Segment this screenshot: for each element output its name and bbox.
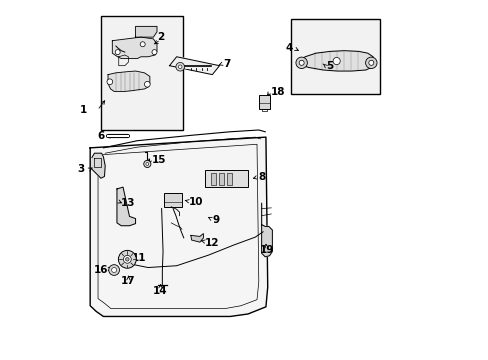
Polygon shape bbox=[92, 153, 105, 178]
Text: 10: 10 bbox=[189, 197, 203, 207]
Polygon shape bbox=[90, 137, 267, 316]
Text: 9: 9 bbox=[212, 215, 219, 225]
Circle shape bbox=[143, 160, 151, 167]
Polygon shape bbox=[169, 57, 219, 75]
Circle shape bbox=[107, 79, 112, 85]
Text: 17: 17 bbox=[121, 276, 136, 286]
Text: 12: 12 bbox=[205, 238, 219, 248]
Circle shape bbox=[125, 257, 129, 261]
Bar bbox=[258, 95, 269, 109]
Circle shape bbox=[332, 58, 340, 64]
Bar bbox=[226, 173, 232, 185]
Bar bbox=[218, 173, 224, 185]
Bar bbox=[205, 170, 247, 187]
Text: 19: 19 bbox=[259, 245, 273, 255]
Text: 18: 18 bbox=[271, 87, 285, 98]
Circle shape bbox=[178, 65, 182, 68]
Text: 16: 16 bbox=[93, 265, 108, 275]
Polygon shape bbox=[108, 71, 149, 91]
Bar bbox=[210, 173, 216, 185]
Text: 15: 15 bbox=[151, 156, 166, 165]
Bar bbox=[290, 19, 380, 94]
Text: 2: 2 bbox=[157, 32, 164, 42]
Bar bbox=[101, 16, 183, 130]
Circle shape bbox=[295, 57, 307, 68]
Bar bbox=[164, 193, 182, 207]
Circle shape bbox=[368, 60, 373, 65]
Text: 7: 7 bbox=[223, 59, 230, 69]
Text: 8: 8 bbox=[258, 172, 265, 182]
Text: 11: 11 bbox=[132, 252, 146, 262]
Circle shape bbox=[115, 50, 120, 55]
Text: 4: 4 bbox=[285, 43, 292, 53]
Circle shape bbox=[365, 57, 376, 68]
Text: 5: 5 bbox=[326, 61, 333, 71]
Text: 13: 13 bbox=[121, 198, 135, 208]
Polygon shape bbox=[112, 37, 157, 59]
Polygon shape bbox=[261, 203, 272, 257]
Polygon shape bbox=[190, 234, 203, 242]
Polygon shape bbox=[298, 51, 373, 71]
Text: 6: 6 bbox=[97, 131, 104, 141]
Polygon shape bbox=[117, 187, 135, 226]
Circle shape bbox=[140, 42, 145, 47]
Circle shape bbox=[123, 255, 131, 263]
Circle shape bbox=[176, 63, 184, 71]
Circle shape bbox=[144, 81, 150, 87]
Text: 14: 14 bbox=[153, 287, 167, 296]
Circle shape bbox=[108, 265, 119, 275]
Circle shape bbox=[118, 250, 136, 268]
Circle shape bbox=[152, 50, 157, 55]
Polygon shape bbox=[135, 26, 157, 37]
Text: 3: 3 bbox=[77, 164, 84, 174]
Text: 1: 1 bbox=[80, 105, 87, 115]
Circle shape bbox=[111, 267, 116, 273]
Circle shape bbox=[299, 60, 304, 65]
Circle shape bbox=[145, 162, 148, 165]
